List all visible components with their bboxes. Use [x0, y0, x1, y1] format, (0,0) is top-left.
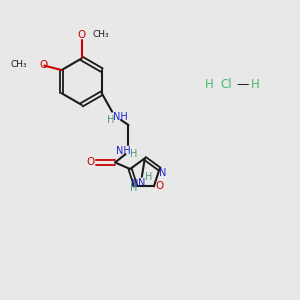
Text: N: N: [159, 168, 167, 178]
Text: CH₃: CH₃: [93, 30, 110, 39]
Text: H: H: [205, 78, 213, 91]
Text: Cl: Cl: [220, 78, 232, 91]
Text: NH: NH: [116, 146, 130, 156]
Text: H: H: [145, 172, 152, 182]
Text: O: O: [77, 30, 86, 40]
Text: O: O: [86, 158, 94, 167]
Text: CH₃: CH₃: [11, 61, 27, 70]
Text: H: H: [251, 78, 260, 91]
Text: N: N: [130, 179, 138, 189]
Text: H: H: [107, 115, 114, 125]
Text: O: O: [40, 60, 48, 70]
Text: H: H: [130, 183, 137, 193]
Text: —: —: [236, 78, 249, 91]
Text: H: H: [130, 148, 137, 159]
Text: O: O: [155, 181, 164, 191]
Text: N: N: [138, 178, 145, 188]
Text: NH: NH: [113, 112, 128, 122]
